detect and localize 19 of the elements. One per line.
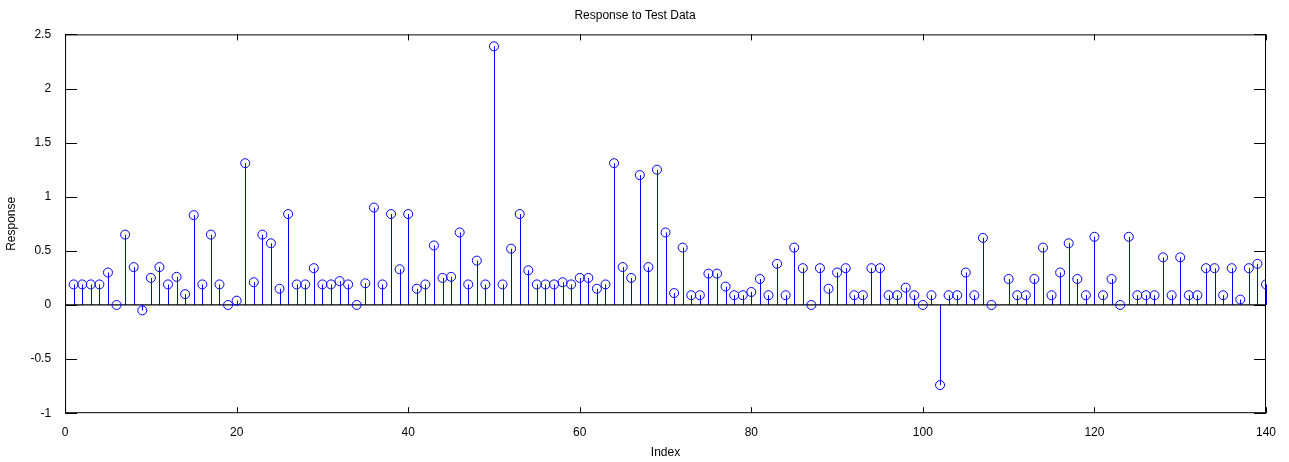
y-tick-label: 2.5 <box>34 26 52 41</box>
x-tick-label: 60 <box>573 424 587 439</box>
x-tick-label: 20 <box>229 424 244 439</box>
y-tick-label: 1 <box>44 189 52 204</box>
x-tick-label: 80 <box>744 424 759 439</box>
y-tick-label: 1.5 <box>34 134 52 149</box>
y-tick-label: 0.5 <box>34 243 52 258</box>
x-axis-title: Index <box>650 445 681 460</box>
y-tick-label: -0.5 <box>30 351 52 366</box>
y-axis-title: Response <box>3 196 18 251</box>
y-tick-label: 0 <box>44 297 52 312</box>
x-tick-label: 120 <box>1084 424 1105 439</box>
chart-title: Response to Test Data <box>574 7 696 22</box>
x-tick-label: 100 <box>912 424 934 439</box>
y-tick-label: -1 <box>40 405 52 420</box>
y-tick-label: 2 <box>44 80 52 95</box>
x-tick-label: 0 <box>61 424 69 439</box>
x-tick-label: 40 <box>401 424 416 439</box>
x-tick-label: 140 <box>1255 424 1277 439</box>
